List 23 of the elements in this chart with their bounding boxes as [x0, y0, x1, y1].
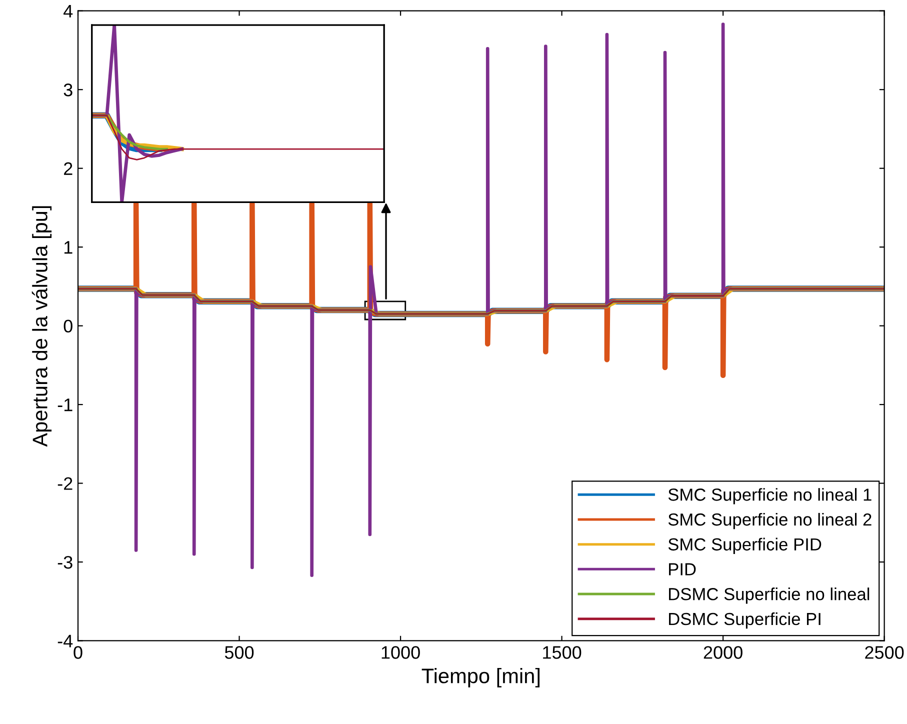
y-tick-label: 0	[64, 320, 72, 333]
x-tick-label: 1500	[543, 646, 582, 659]
y-tick-label: -3	[58, 556, 72, 569]
y-tick-label: -1	[58, 398, 72, 412]
y-axis-title: Apertura de la válvula [pu]	[32, 206, 52, 447]
x-tick-label: 1000	[382, 646, 420, 659]
y-tick-label: 1	[64, 241, 72, 254]
legend-label: SMC Superficie no lineal 2	[668, 512, 872, 530]
y-tick-label: 2	[64, 162, 72, 175]
y-tick-label: -4	[58, 634, 73, 648]
x-tick-label: 500	[224, 646, 254, 659]
x-tick-label: 2500	[865, 646, 904, 659]
legend-label: SMC Superficie PID	[668, 538, 822, 554]
x-axis-title: Tiempo [min]	[422, 668, 540, 688]
legend-label: DSMC Superficie no lineal	[669, 588, 870, 604]
legend-label: SMC Superficie no lineal 1	[668, 488, 872, 504]
x-tick-label: 0	[74, 646, 82, 659]
legend-label: PID	[669, 563, 696, 576]
y-tick-label: -2	[58, 477, 72, 490]
y-tick-label: 3	[64, 84, 72, 96]
legend-label: DSMC Superficie PI	[669, 612, 820, 629]
x-tick-label: 2000	[704, 646, 742, 659]
y-tick-label: 4	[64, 4, 73, 18]
